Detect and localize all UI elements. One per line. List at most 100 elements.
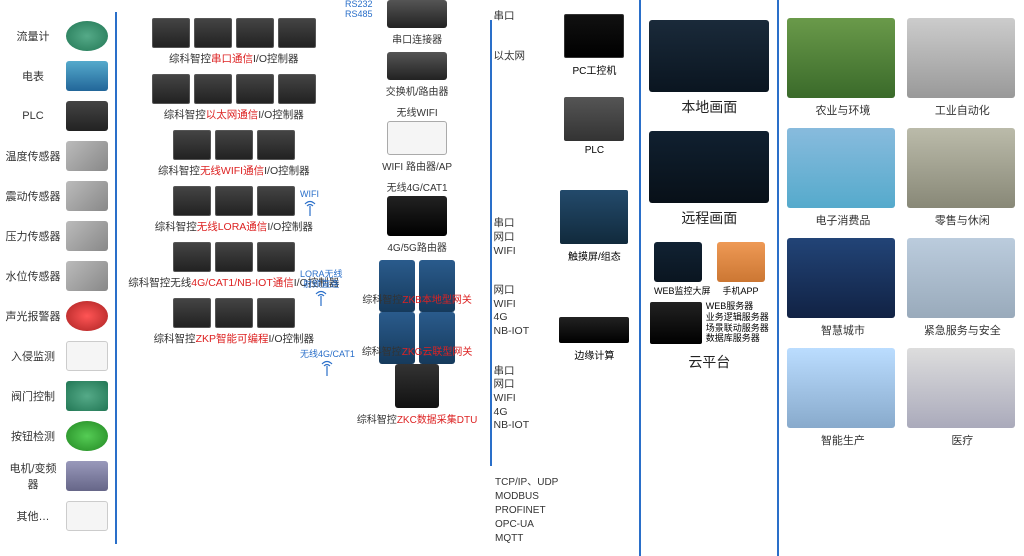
server-line: WEB服务器 bbox=[706, 301, 769, 312]
app-cell: 智能生产 bbox=[787, 348, 898, 448]
sensor-row: 温度传感器 bbox=[4, 140, 113, 172]
bus-label-group: 串口 bbox=[490, 10, 548, 24]
sensor-label: 其他… bbox=[4, 508, 62, 524]
network-column: 串口连接器交换机/路由器无线WIFIWIFI 路由器/AP无线4G/CAT14G… bbox=[345, 0, 490, 556]
app-cell: 电子消费品 bbox=[787, 128, 898, 228]
controller-icon bbox=[173, 298, 211, 328]
sensor-icon bbox=[66, 21, 108, 51]
sensor-icon bbox=[66, 301, 108, 331]
controller-icon bbox=[257, 130, 295, 160]
pane-title: 远程画面 bbox=[645, 208, 773, 228]
sensor-row: PLC bbox=[4, 100, 113, 132]
controller-icon bbox=[173, 186, 211, 216]
device-label: PC工控机 bbox=[549, 62, 639, 77]
bus-label: WIFI bbox=[494, 245, 548, 259]
protocol-item: MODBUS bbox=[495, 490, 558, 504]
sensor-icon bbox=[66, 381, 108, 411]
controller-title: 综科智控无线WIFI通信I/O控制器 bbox=[127, 163, 341, 178]
network-block: 无线WIFIWIFI 路由器/AP bbox=[349, 104, 486, 173]
network-icon bbox=[387, 196, 447, 236]
bus-label-group: 串口网口WIFI4GNB-IOT bbox=[490, 365, 548, 433]
device-label: 触摸屏/组态 bbox=[549, 248, 639, 263]
network-icon bbox=[387, 52, 447, 80]
cloud-title: 云平台 bbox=[645, 352, 773, 372]
bus-label: 串口 bbox=[494, 217, 548, 231]
bus-line bbox=[490, 20, 492, 466]
sensor-label: 震动传感器 bbox=[4, 188, 62, 204]
network-block: 综科智控ZKG云联型网关 bbox=[349, 312, 486, 358]
bus-labels-column: 串口以太网串口网口WIFI网口WIFI4GNB-IOT串口网口WIFI4GNB-… bbox=[490, 0, 550, 556]
app-label: 智慧城市 bbox=[787, 322, 898, 338]
controller-icon bbox=[236, 18, 274, 48]
server-line: 场景联动服务器 bbox=[706, 323, 769, 334]
device-column: PC工控机PLC触摸屏/组态边缘计算 bbox=[549, 0, 639, 556]
app-label: 零售与休闲 bbox=[907, 212, 1018, 228]
sensor-row: 震动传感器 bbox=[4, 180, 113, 212]
protocol-item: TCP/IP、UDP bbox=[495, 476, 558, 490]
sensor-icon bbox=[66, 221, 108, 251]
network-icon bbox=[349, 260, 486, 288]
sensor-label: 声光报警器 bbox=[4, 308, 62, 324]
app-cell: 工业自动化 bbox=[907, 18, 1018, 118]
app-image bbox=[907, 128, 1015, 208]
controller-title: 综科智控ZKP智能可编程I/O控制器 bbox=[127, 331, 341, 346]
pane-block: 远程画面 bbox=[645, 131, 773, 228]
app-label: 农业与环境 bbox=[787, 102, 898, 118]
bus-label: 串口 bbox=[494, 10, 548, 24]
network-icon bbox=[387, 0, 447, 28]
controller-icon bbox=[257, 298, 295, 328]
sensor-icon bbox=[66, 141, 108, 171]
bus-label-group bbox=[490, 89, 548, 127]
cloud-row: WEB监控大屏手机APP bbox=[645, 242, 773, 297]
app-image bbox=[787, 238, 895, 318]
bus-label-group bbox=[490, 153, 548, 191]
server-icon bbox=[650, 302, 702, 344]
device-label: PLC bbox=[549, 145, 639, 156]
pane-image bbox=[649, 20, 769, 92]
sensor-icon bbox=[66, 501, 108, 531]
network-icon bbox=[349, 312, 486, 340]
sensor-label: 水位传感器 bbox=[4, 268, 62, 284]
app-label: 电子消费品 bbox=[787, 212, 898, 228]
sensor-icon bbox=[66, 461, 108, 491]
device-icon bbox=[560, 190, 628, 244]
sensor-row: 压力传感器 bbox=[4, 220, 113, 252]
sensor-label: 按钮检测 bbox=[4, 428, 62, 444]
network-block: 综科智控ZKC数据采集DTU bbox=[349, 364, 486, 426]
rs-labels: RS232 RS485 bbox=[345, 0, 373, 20]
controller-icon bbox=[194, 18, 232, 48]
controller-block: 综科智控以太网通信I/O控制器 bbox=[127, 74, 341, 122]
app-image bbox=[907, 348, 1015, 428]
device-icon bbox=[564, 97, 624, 141]
controller-icon bbox=[236, 74, 274, 104]
protocol-item: MQTT bbox=[495, 532, 558, 546]
sensor-label: 电机/变频器 bbox=[4, 460, 62, 492]
controller-icon bbox=[215, 298, 253, 328]
network-label: 4G/5G路由器 bbox=[349, 239, 486, 254]
cloud-item-label: 手机APP bbox=[717, 284, 765, 297]
sensor-row: 电机/变频器 bbox=[4, 460, 113, 492]
app-label: 紧急服务与安全 bbox=[907, 322, 1018, 338]
bus-label: 网口 bbox=[494, 231, 548, 245]
sensor-icon bbox=[66, 421, 108, 451]
bus-label-group: 以太网 bbox=[490, 50, 548, 64]
cloud-item-app: 手机APP bbox=[717, 242, 765, 297]
sensor-label: 电表 bbox=[4, 68, 62, 84]
device-block: PLC bbox=[549, 97, 639, 156]
application-column: 农业与环境工业自动化电子消费品零售与休闲智慧城市紧急服务与安全智能生产医疗 bbox=[779, 0, 1024, 556]
app-image bbox=[787, 18, 895, 98]
network-label: 串口连接器 bbox=[349, 31, 486, 46]
sensor-row: 其他… bbox=[4, 500, 113, 532]
network-label: 综科智控ZKG云联型网关 bbox=[349, 343, 486, 358]
sensor-row: 阀门控制 bbox=[4, 380, 113, 412]
controller-block: 综科智控无线WIFI通信I/O控制器 bbox=[127, 130, 341, 178]
app-label: 工业自动化 bbox=[907, 102, 1018, 118]
sensor-row: 流量计 bbox=[4, 20, 113, 52]
rs485-label: RS485 bbox=[345, 10, 373, 20]
cloud-item-web: WEB监控大屏 bbox=[654, 242, 711, 297]
device-icon bbox=[559, 317, 629, 343]
network-block: 无线4G/CAT14G/5G路由器 bbox=[349, 179, 486, 254]
controller-icon bbox=[278, 74, 316, 104]
sensor-label: 流量计 bbox=[4, 28, 62, 44]
sensor-icon bbox=[66, 61, 108, 91]
